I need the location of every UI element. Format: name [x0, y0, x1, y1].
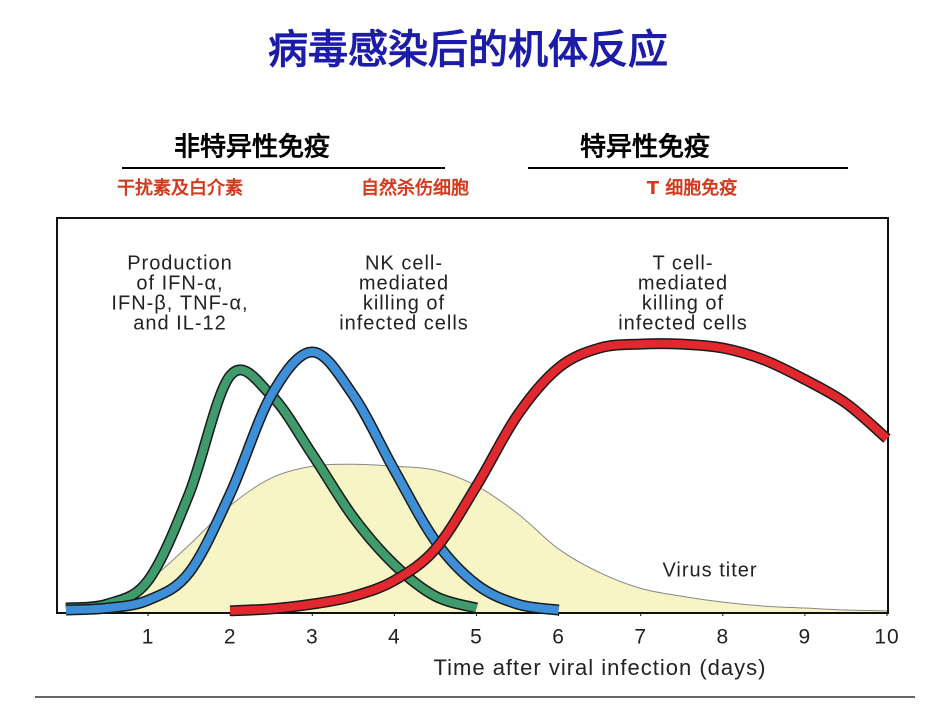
curve	[65, 365, 478, 613]
series-label: infected cells	[339, 312, 469, 334]
x-tick-label: 1	[142, 626, 155, 649]
series-label: killing of	[363, 292, 445, 314]
x-tick-label: 4	[388, 626, 401, 649]
series-label: Production	[127, 252, 233, 274]
x-tick-label: 9	[799, 626, 812, 649]
curve	[65, 347, 560, 615]
x-tick-label: 8	[716, 626, 729, 649]
x-tick-label: 10	[874, 626, 899, 649]
series-label: T cell-	[652, 252, 713, 274]
x-tick-label: 7	[634, 626, 647, 649]
series-label: Virus titer	[662, 559, 757, 581]
series-label: killing of	[642, 292, 724, 314]
subheading: 自然杀伤细胞	[361, 177, 469, 199]
x-tick-label: 5	[470, 626, 483, 649]
x-axis-label: Time after viral infection (days)	[434, 655, 767, 680]
x-tick-label: 6	[552, 626, 565, 649]
series-label: of IFN-α,	[136, 272, 223, 294]
series-label: and IL-12	[133, 312, 227, 334]
subheading: 干扰素及白介素	[117, 177, 243, 199]
series-label: IFN-β, TNF-α,	[111, 292, 248, 314]
heading: 特异性免疫	[580, 132, 710, 163]
series-label: infected cells	[618, 312, 748, 334]
subheading: T 细胞免疫	[647, 177, 738, 199]
curve	[230, 339, 890, 615]
x-tick-label: 2	[224, 626, 237, 649]
series-label: mediated	[359, 272, 449, 294]
plot: 1 2 3 4 5 6 7 8 9 10 Time after viral infection (d…	[65, 252, 899, 680]
series-label: NK cell-	[365, 252, 443, 274]
x-tick-label: 3	[306, 626, 319, 649]
heading: 非特异性免疫	[174, 132, 330, 163]
slide-title: 病毒感染后的机体反应	[268, 27, 668, 73]
area-fill	[66, 464, 887, 612]
series-label: mediated	[638, 272, 728, 294]
